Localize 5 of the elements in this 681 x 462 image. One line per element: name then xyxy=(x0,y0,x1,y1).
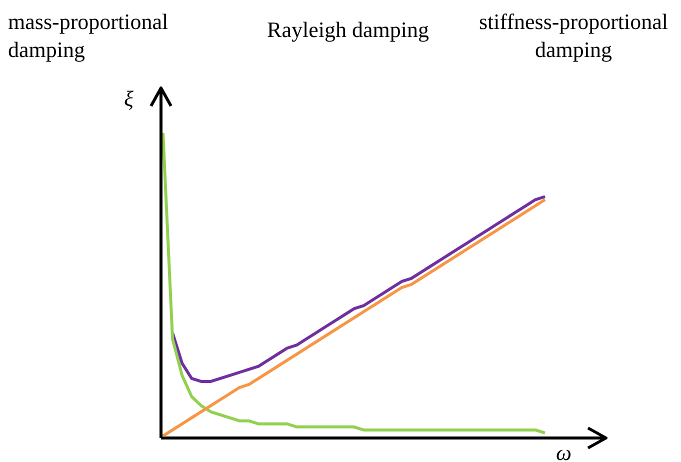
x-axis-title: ω xyxy=(556,440,572,462)
text: stiffness-proportional damping xyxy=(478,8,669,64)
text: Rayleigh damping xyxy=(266,16,430,44)
text: mass-proportional damping xyxy=(8,8,170,64)
y-axis-title: ξ xyxy=(124,86,134,112)
